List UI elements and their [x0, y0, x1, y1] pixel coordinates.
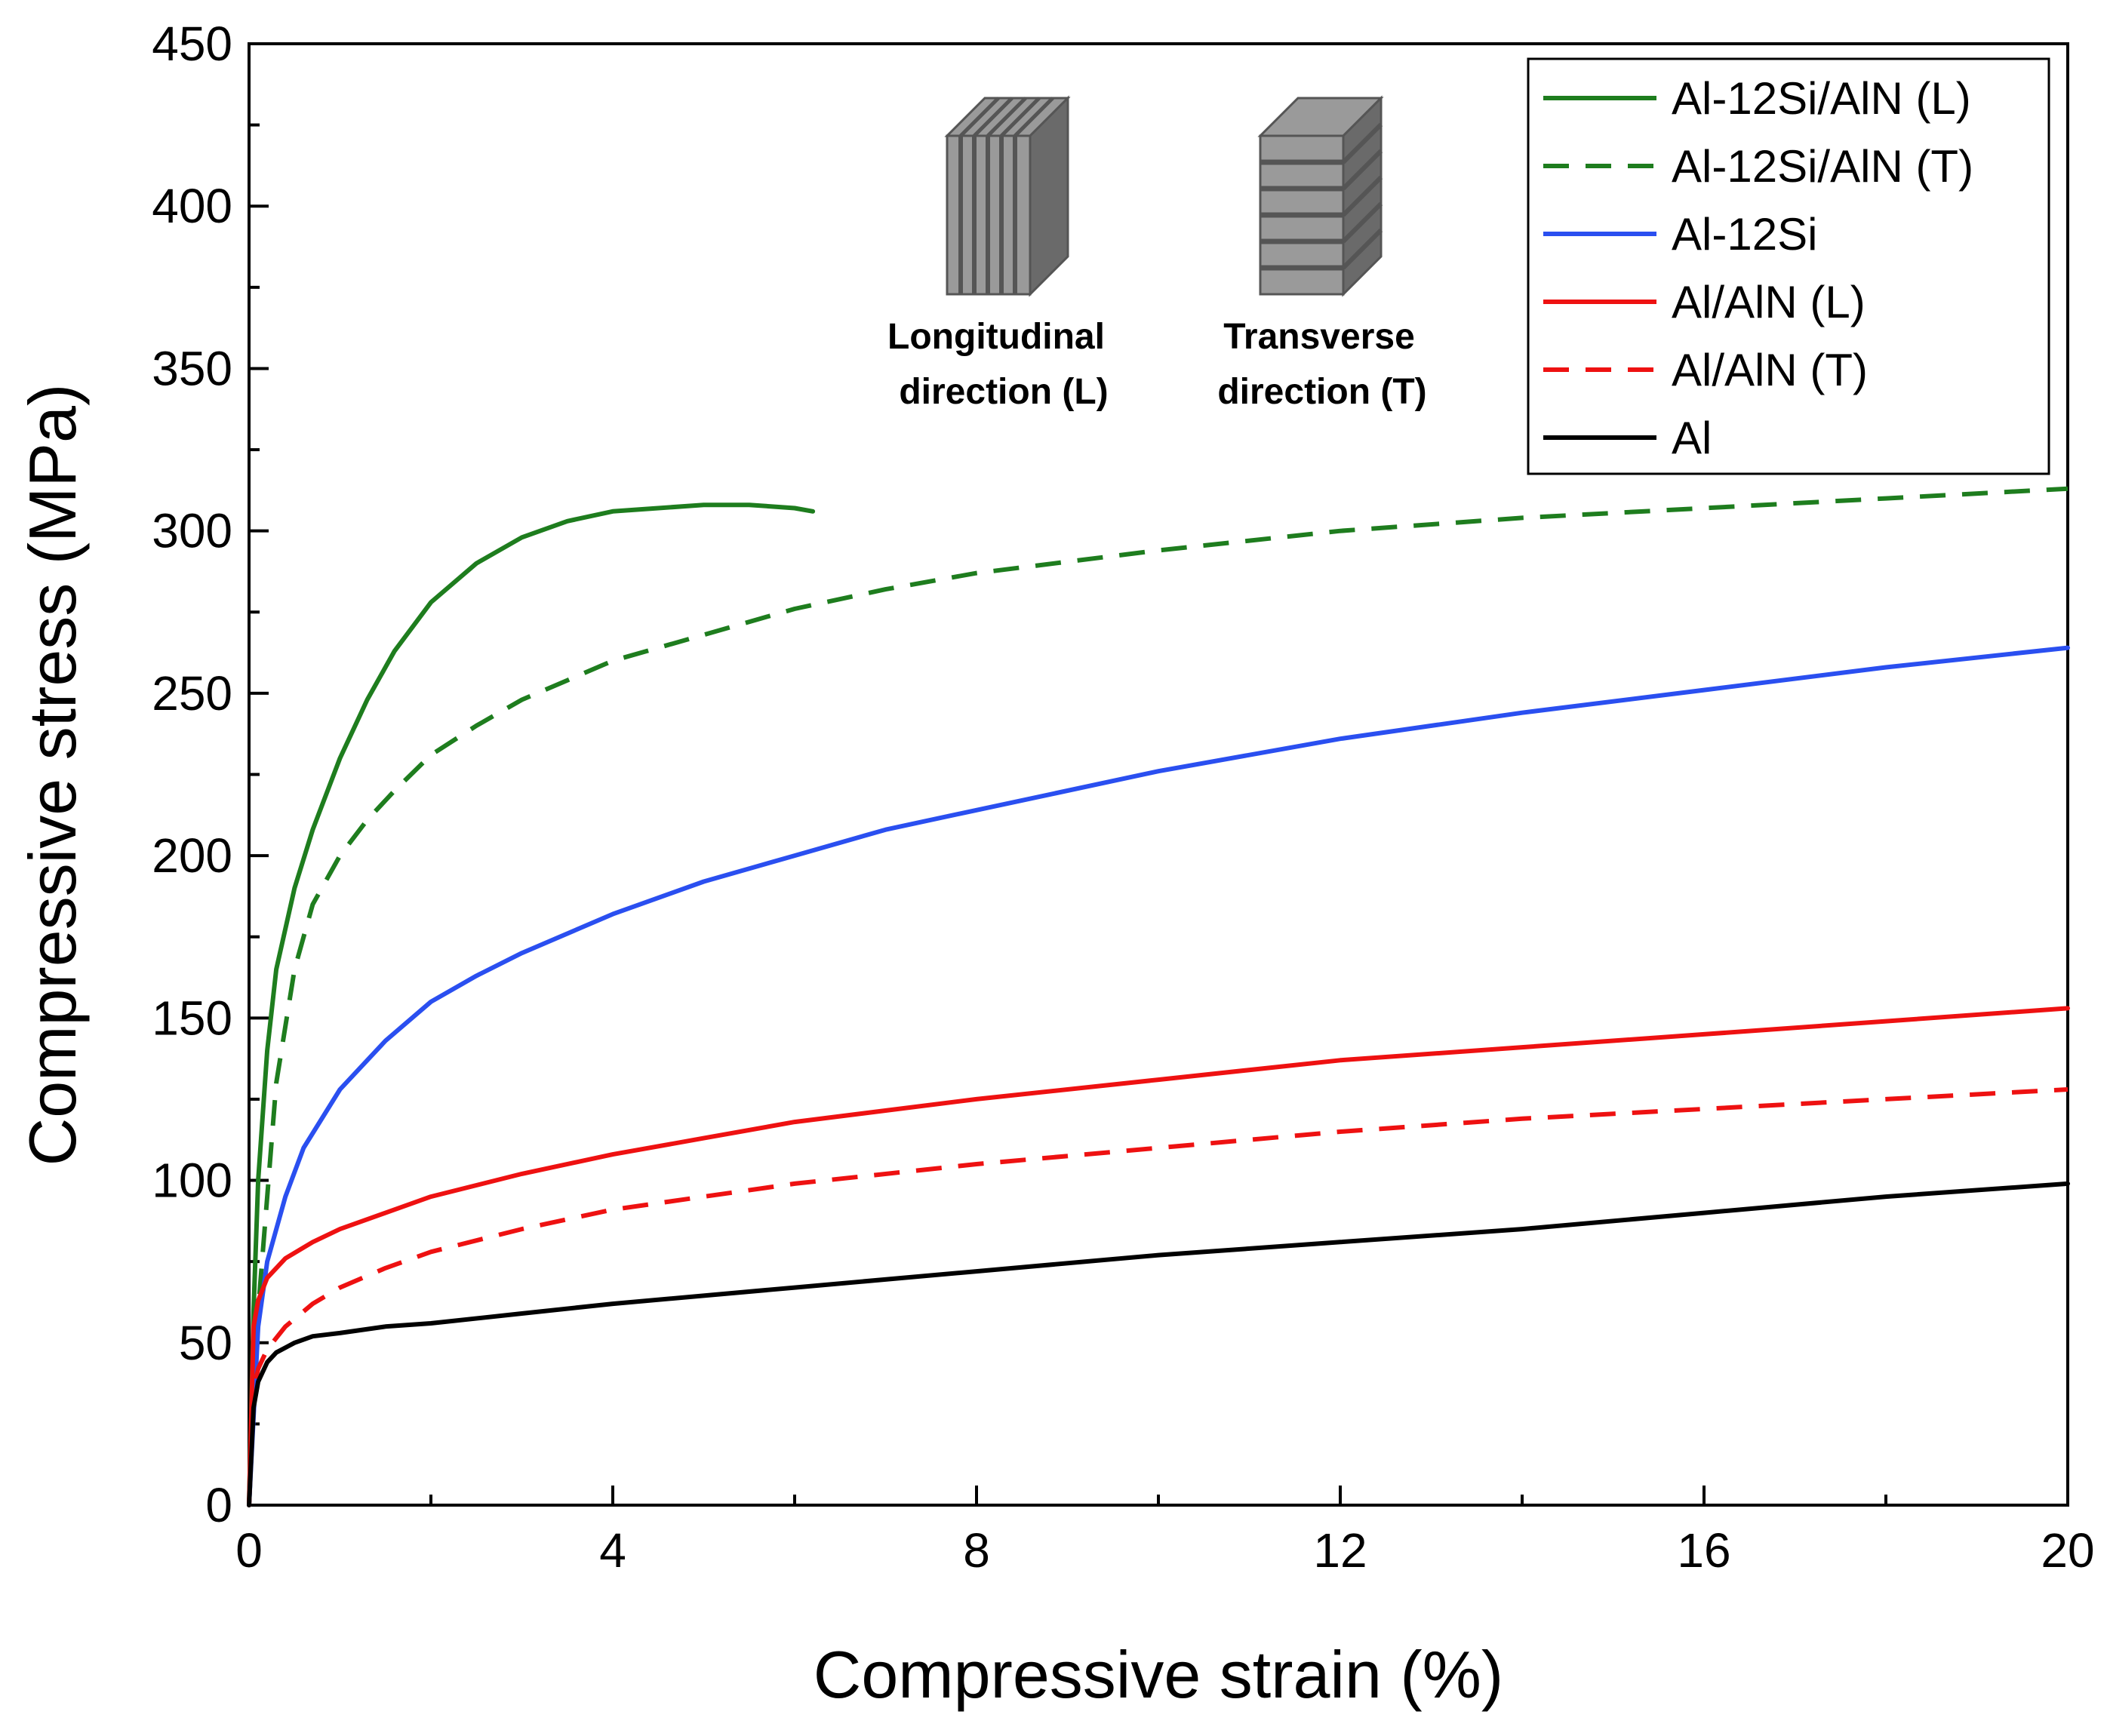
x-tick-label: 0	[235, 1523, 263, 1578]
legend-label: Al	[1672, 413, 1712, 463]
longitudinal-label-line1: Longitudinal	[887, 317, 1105, 357]
series-layer	[247, 486, 2070, 1507]
legend: Al-12Si/AlN (L) Al-12Si/AlN (T) Al-12Si Al/…	[1527, 57, 2050, 475]
y-tick-label: 450	[152, 17, 232, 71]
x-tick-label: 12	[1313, 1523, 1367, 1578]
legend-entries: Al-12Si/AlN (L) Al-12Si/AlN (T) Al-12Si Al/…	[1543, 73, 1973, 463]
x-tick-label: 4	[599, 1523, 626, 1578]
y-axis-title: Compressive stress (MPa)	[15, 384, 90, 1166]
transverse-label-line1: Transverse	[1223, 317, 1415, 357]
y-tick-label: 150	[152, 991, 232, 1045]
x-ticks: 0 4 8 12 16 20	[235, 1486, 2095, 1578]
legend-box	[1527, 57, 2050, 475]
x-tick-label: 16	[1677, 1523, 1730, 1578]
series-line	[247, 1006, 2070, 1507]
longitudinal-label-line2: direction (L)	[899, 372, 1108, 412]
y-tick-label: 0	[205, 1478, 232, 1532]
y-tick-label: 200	[152, 828, 232, 883]
y-tick-label: 50	[179, 1316, 232, 1370]
transverse-block-icon	[1257, 95, 1384, 297]
x-tick-label: 20	[2041, 1523, 2094, 1578]
series-line	[247, 1087, 2069, 1506]
x-axis-title: Compressive strain (%)	[814, 1637, 1503, 1712]
y-tick-label: 100	[152, 1154, 232, 1208]
legend-label: Al-12Si	[1672, 209, 1817, 260]
y-tick-label: 250	[152, 666, 232, 721]
y-tick-label: 400	[152, 179, 232, 233]
x-tick-label: 8	[963, 1523, 990, 1578]
legend-label: Al-12Si/AlN (L)	[1672, 73, 1971, 124]
series-line	[247, 1181, 2070, 1507]
legend-label: Al-12Si/AlN (T)	[1672, 141, 1973, 192]
transverse-label-line2: direction (T)	[1217, 372, 1426, 412]
longitudinal-block-icon	[944, 95, 1071, 297]
legend-label: Al/AlN (T)	[1672, 345, 1868, 395]
y-tick-label: 350	[152, 341, 232, 395]
series-line	[247, 502, 816, 1507]
legend-label: Al/AlN (L)	[1672, 277, 1866, 327]
y-tick-label: 300	[152, 504, 232, 558]
series-line	[247, 645, 2070, 1507]
series-line	[247, 486, 2069, 1506]
y-ticks: 0 50 100 150 200 250 300 350 400 450	[152, 17, 269, 1532]
